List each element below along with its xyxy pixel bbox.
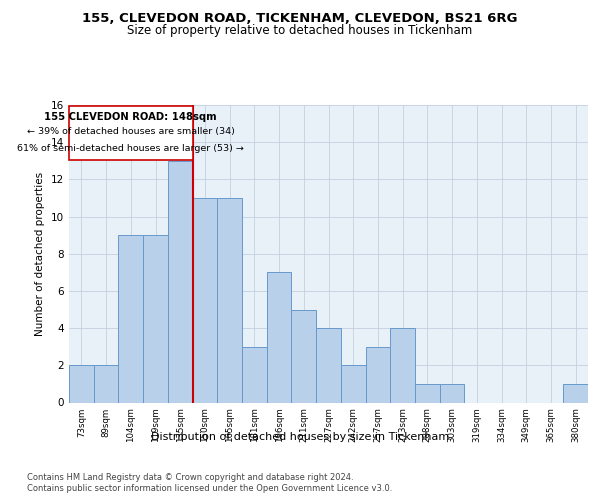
Bar (341, 366, 365, 403)
Text: 155 CLEVEDON ROAD: 148sqm: 155 CLEVEDON ROAD: 148sqm (44, 112, 217, 122)
Text: Distribution of detached houses by size in Tickenham: Distribution of detached houses by size … (151, 432, 449, 442)
Bar (69, 366, 94, 403)
Bar (118, 235, 143, 402)
Bar (292, 310, 316, 402)
Bar (316, 328, 341, 402)
Text: Size of property relative to detached houses in Tickenham: Size of property relative to detached ho… (127, 24, 473, 37)
Text: Contains HM Land Registry data © Crown copyright and database right 2024.: Contains HM Land Registry data © Crown c… (27, 472, 353, 482)
Bar (168, 161, 193, 402)
Bar (267, 272, 292, 402)
Bar (365, 346, 390, 403)
Bar (415, 384, 440, 402)
Bar (440, 384, 464, 402)
Y-axis label: Number of detached properties: Number of detached properties (35, 172, 46, 336)
Bar (217, 198, 242, 402)
Bar (193, 198, 217, 402)
Bar (242, 346, 267, 403)
Bar (143, 235, 168, 402)
Bar (69, 106, 193, 160)
Bar (563, 384, 588, 402)
Text: ← 39% of detached houses are smaller (34): ← 39% of detached houses are smaller (34… (27, 128, 235, 136)
Text: Contains public sector information licensed under the Open Government Licence v3: Contains public sector information licen… (27, 484, 392, 493)
Text: 155, CLEVEDON ROAD, TICKENHAM, CLEVEDON, BS21 6RG: 155, CLEVEDON ROAD, TICKENHAM, CLEVEDON,… (82, 12, 518, 26)
Bar (390, 328, 415, 402)
Text: 61% of semi-detached houses are larger (53) →: 61% of semi-detached houses are larger (… (17, 144, 244, 152)
Bar (94, 366, 118, 403)
